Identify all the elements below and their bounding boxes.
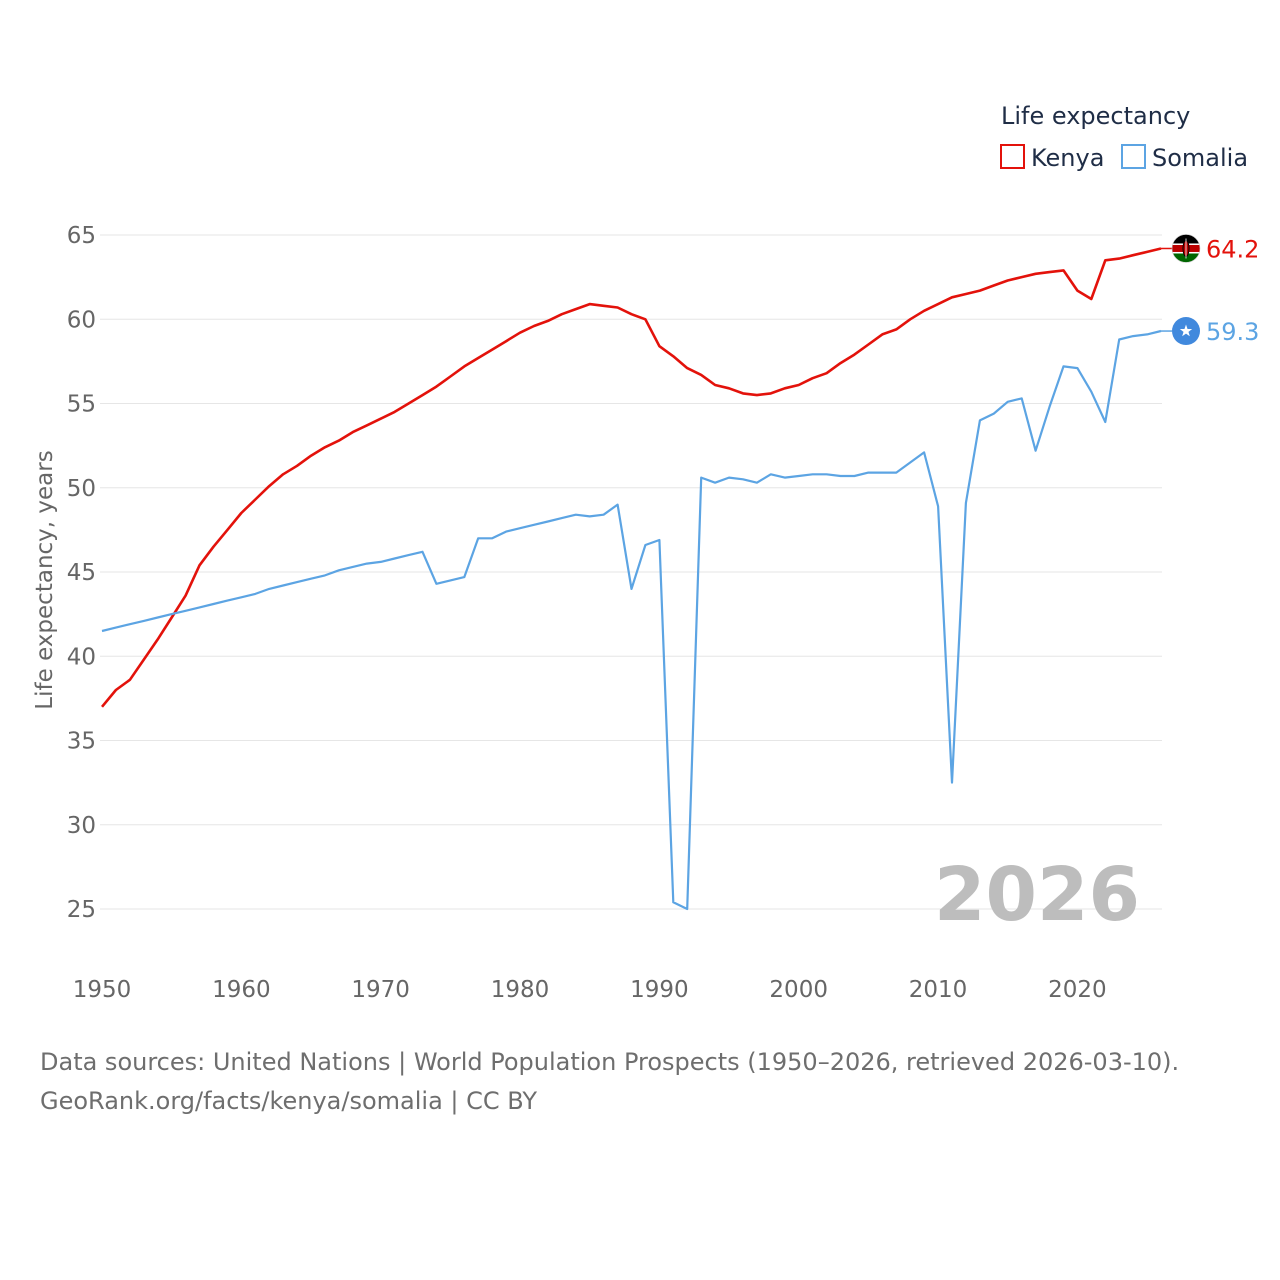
legend-swatch-somalia xyxy=(1121,144,1146,169)
series-line-kenya xyxy=(100,247,1162,708)
y-tick-label: 30 xyxy=(67,813,96,839)
y-tick-label: 65 xyxy=(67,223,96,249)
y-tick-label: 25 xyxy=(67,897,96,923)
end-value-somalia: 59.3 xyxy=(1206,318,1259,346)
attribution-link[interactable]: GeoRank.org/facts/kenya/somalia | CC BY xyxy=(40,1087,538,1115)
kenya-flag-icon xyxy=(1171,234,1201,263)
data-source-note: Data sources: United Nations | World Pop… xyxy=(40,1048,1180,1076)
legend: Life expectancy Kenya Somalia xyxy=(1000,102,1248,172)
chart-footer: Data sources: United Nations | World Pop… xyxy=(40,1043,1179,1121)
y-axis-label: Life expectancy, years xyxy=(32,450,58,709)
legend-swatch-kenya xyxy=(1000,144,1025,169)
y-tick-label: 60 xyxy=(67,307,96,333)
y-tick-label: 40 xyxy=(67,644,96,670)
x-tick-label: 1980 xyxy=(491,977,550,1003)
legend-item-kenya[interactable]: Kenya xyxy=(1000,144,1104,172)
x-axis-ticks: 1950 1960 1970 1980 1990 2000 2010 2020 xyxy=(73,977,1107,1003)
gridlines xyxy=(100,234,1162,910)
x-tick-label: 1960 xyxy=(212,977,271,1003)
line-chart: 25 30 35 40 45 50 55 60 65 1950 1960 1970 1980 1990 2… xyxy=(32,102,1259,1003)
end-value-kenya: 64.2 xyxy=(1206,235,1259,263)
legend-item-somalia[interactable]: Somalia xyxy=(1121,144,1248,172)
somalia-flag-icon xyxy=(1172,317,1200,346)
legend-label-somalia: Somalia xyxy=(1152,144,1248,172)
year-watermark: 2026 xyxy=(934,852,1140,938)
x-tick-label: 2000 xyxy=(769,977,828,1003)
y-tick-label: 35 xyxy=(67,729,96,755)
legend-label-kenya: Kenya xyxy=(1031,144,1104,172)
y-tick-label: 50 xyxy=(67,476,96,502)
series-line-somalia xyxy=(101,329,1162,911)
x-tick-label: 2020 xyxy=(1048,977,1107,1003)
x-tick-label: 1950 xyxy=(73,977,132,1003)
x-tick-label: 1990 xyxy=(630,977,689,1003)
y-tick-label: 45 xyxy=(67,560,96,586)
legend-title: Life expectancy xyxy=(1001,102,1190,130)
y-tick-label: 55 xyxy=(67,392,96,418)
x-tick-label: 2010 xyxy=(909,977,968,1003)
end-markers: 64.2 59.3 xyxy=(1161,234,1259,346)
y-axis-ticks: 25 30 35 40 45 50 55 60 65 xyxy=(67,223,96,923)
series-lines xyxy=(100,247,1162,911)
x-tick-label: 1970 xyxy=(351,977,410,1003)
